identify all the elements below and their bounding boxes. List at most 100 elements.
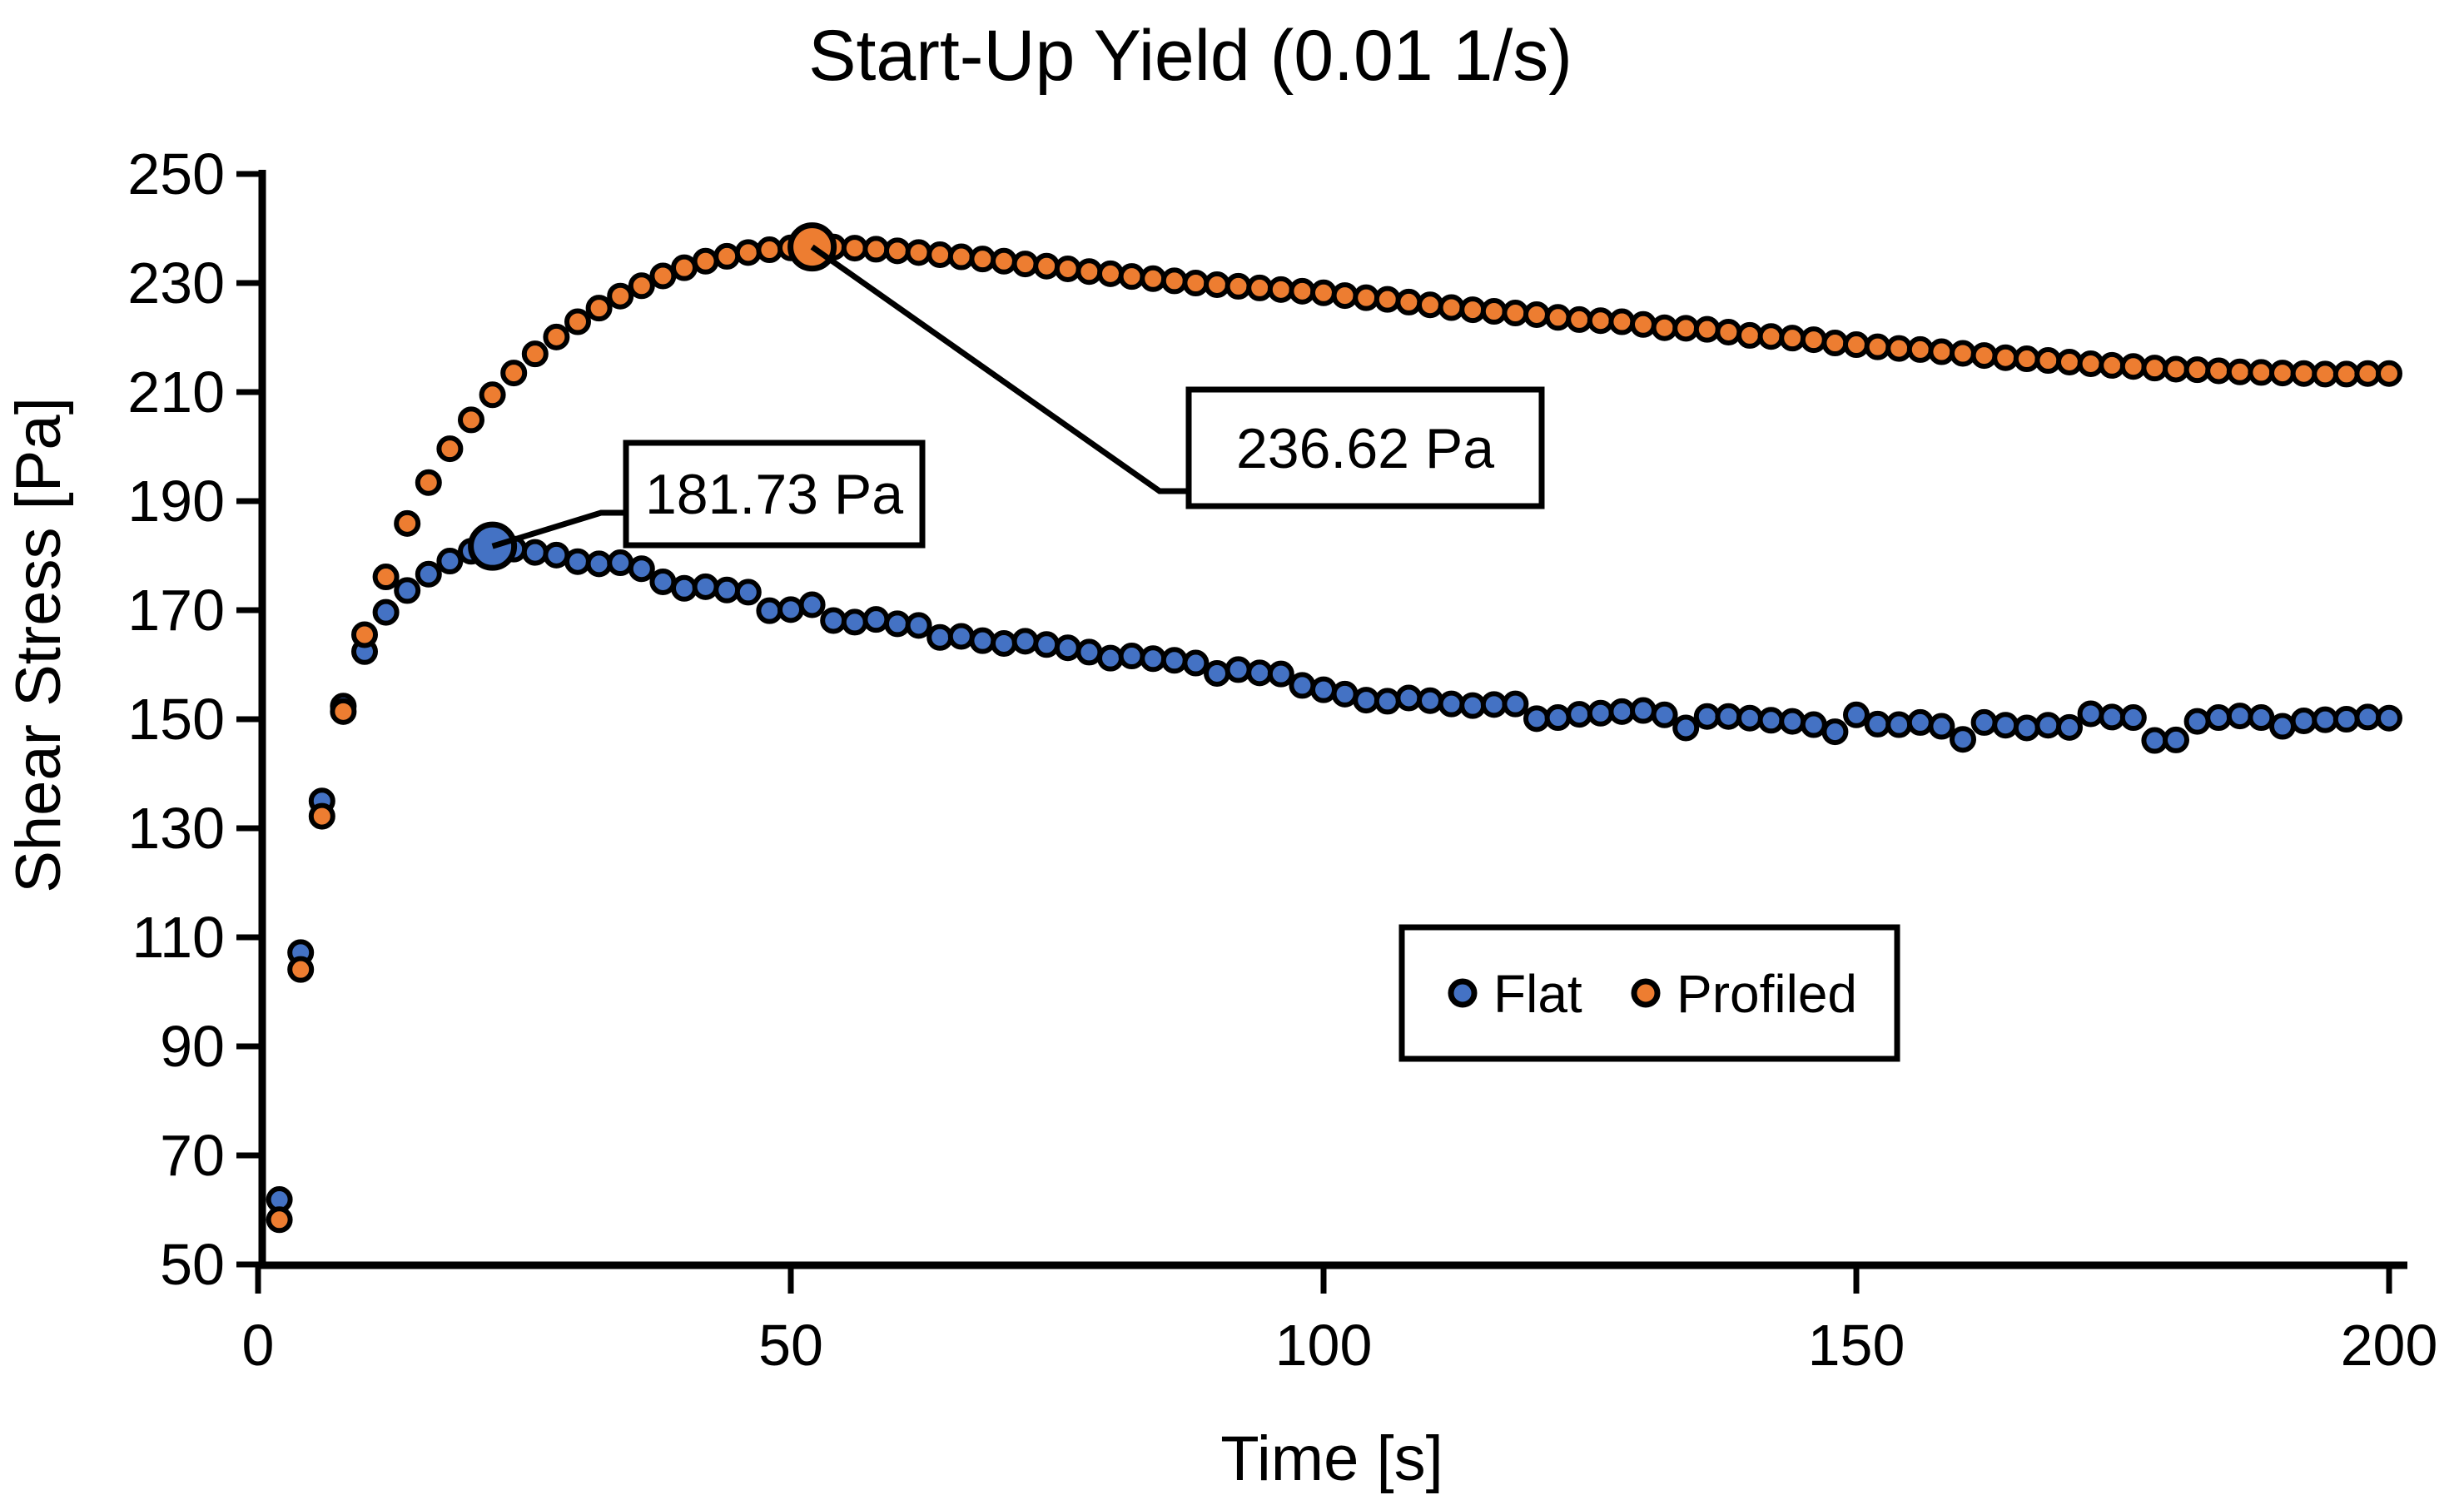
data-point-flat (649, 568, 677, 595)
data-point-flat (1011, 628, 1039, 655)
data-point-profiled (1566, 305, 1593, 333)
data-point-profiled (862, 236, 890, 263)
data-point-profiled (1843, 331, 1870, 359)
data-point-profiled (2248, 359, 2275, 386)
data-point-profiled (2163, 355, 2189, 383)
y-tick-label: 250 (127, 142, 225, 206)
data-point-profiled (266, 1206, 293, 1234)
data-point-profiled (1928, 338, 1955, 365)
data-point-flat (1182, 649, 1210, 677)
data-point-flat (1800, 711, 1827, 738)
data-point-profiled (628, 272, 655, 300)
data-point-flat (2034, 712, 2062, 739)
data-point-profiled (1417, 291, 1443, 319)
series-flat (266, 535, 2402, 1214)
data-point-flat (1246, 659, 1274, 687)
data-point-profiled (1076, 258, 1103, 286)
data-point-profiled (1289, 277, 1316, 305)
data-point-profiled (692, 247, 719, 275)
data-point-profiled (1502, 300, 1529, 327)
data-point-flat (713, 576, 741, 603)
data-point-flat (991, 629, 1017, 657)
data-point-flat (1630, 697, 1657, 724)
data-point-profiled (2077, 350, 2104, 377)
data-point-profiled (1182, 270, 1210, 296)
data-point-flat (2248, 704, 2275, 732)
data-point-profiled (1246, 274, 1274, 301)
data-point-flat (415, 560, 442, 588)
data-point-profiled (2183, 356, 2211, 384)
data-point-flat (1757, 707, 1785, 734)
data-point-profiled (2332, 360, 2360, 388)
data-point-profiled (415, 469, 442, 496)
data-point-flat (734, 579, 762, 606)
data-point-flat (884, 610, 911, 638)
data-point-flat (2183, 708, 2211, 735)
data-point-profiled (1544, 304, 1572, 331)
data-point-profiled (1225, 272, 1252, 300)
legend-marker-profiled (1631, 978, 1661, 1008)
data-point-profiled (1331, 282, 1359, 310)
data-point-flat (969, 627, 996, 654)
data-point-flat (1204, 659, 1230, 687)
data-point-profiled (2099, 351, 2126, 379)
data-point-flat (671, 574, 698, 602)
data-point-flat (1651, 701, 1678, 728)
data-point-profiled (1715, 318, 1742, 345)
data-point-profiled (372, 564, 400, 591)
y-axis-ticks: 50 70 90 110 130 150 170 190 210 230 250 (127, 142, 262, 1297)
y-tick-label: 110 (132, 905, 225, 970)
data-point-flat (1736, 704, 1763, 732)
data-point-flat (1438, 690, 1465, 718)
data-point-profiled (2205, 357, 2233, 385)
data-point-flat (2119, 704, 2147, 732)
data-point-flat (2056, 713, 2083, 741)
data-point-flat (1310, 676, 1337, 703)
data-point-profiled (2354, 360, 2382, 387)
data-point-flat (1672, 714, 1700, 742)
data-point-flat (1779, 708, 1806, 735)
data-point-flat (2141, 727, 2168, 754)
data-point-flat (841, 608, 868, 636)
data-point-profiled (2056, 348, 2083, 375)
data-point-profiled (1630, 310, 1657, 338)
data-point-profiled (1438, 294, 1465, 321)
data-point-flat (1289, 672, 1316, 699)
data-point-profiled (436, 435, 464, 463)
x-tick-label: 50 (758, 1313, 823, 1378)
data-point-flat (1097, 644, 1124, 672)
data-point-flat (926, 623, 954, 651)
data-point-flat (1118, 643, 1145, 670)
data-point-flat (1480, 691, 1508, 718)
data-point-profiled (1033, 252, 1061, 280)
y-tick-label: 70 (160, 1123, 225, 1188)
data-point-flat (1715, 703, 1742, 730)
callout-text: 181.73 Pa (645, 463, 903, 526)
callout-box (623, 440, 926, 549)
data-point-profiled (2269, 360, 2296, 387)
data-point-flat (1566, 701, 1593, 728)
data-point-flat (777, 596, 804, 623)
data-point-profiled (1587, 307, 1614, 335)
data-point-flat (1267, 660, 1294, 688)
data-point-profiled (713, 242, 741, 270)
data-point-profiled (1097, 260, 1124, 287)
data-point-profiled (1651, 314, 1678, 341)
data-point-flat (1906, 708, 1934, 736)
data-point-flat (1885, 711, 1913, 738)
data-point-flat (2376, 704, 2402, 732)
data-point-profiled (1310, 279, 1337, 306)
data-point-flat (2099, 703, 2126, 731)
data-point-profiled (1480, 298, 1508, 325)
data-point-flat (862, 606, 890, 633)
data-point-flat (2290, 707, 2317, 734)
legend: Flat Profiled (1398, 924, 1900, 1062)
data-point-flat (2226, 703, 2253, 730)
data-point-profiled (1118, 263, 1145, 291)
data-point-profiled (479, 381, 506, 409)
data-point-profiled (1140, 265, 1167, 292)
data-point-profiled (394, 509, 421, 537)
data-point-flat (585, 550, 613, 578)
y-tick-label: 210 (127, 360, 225, 425)
